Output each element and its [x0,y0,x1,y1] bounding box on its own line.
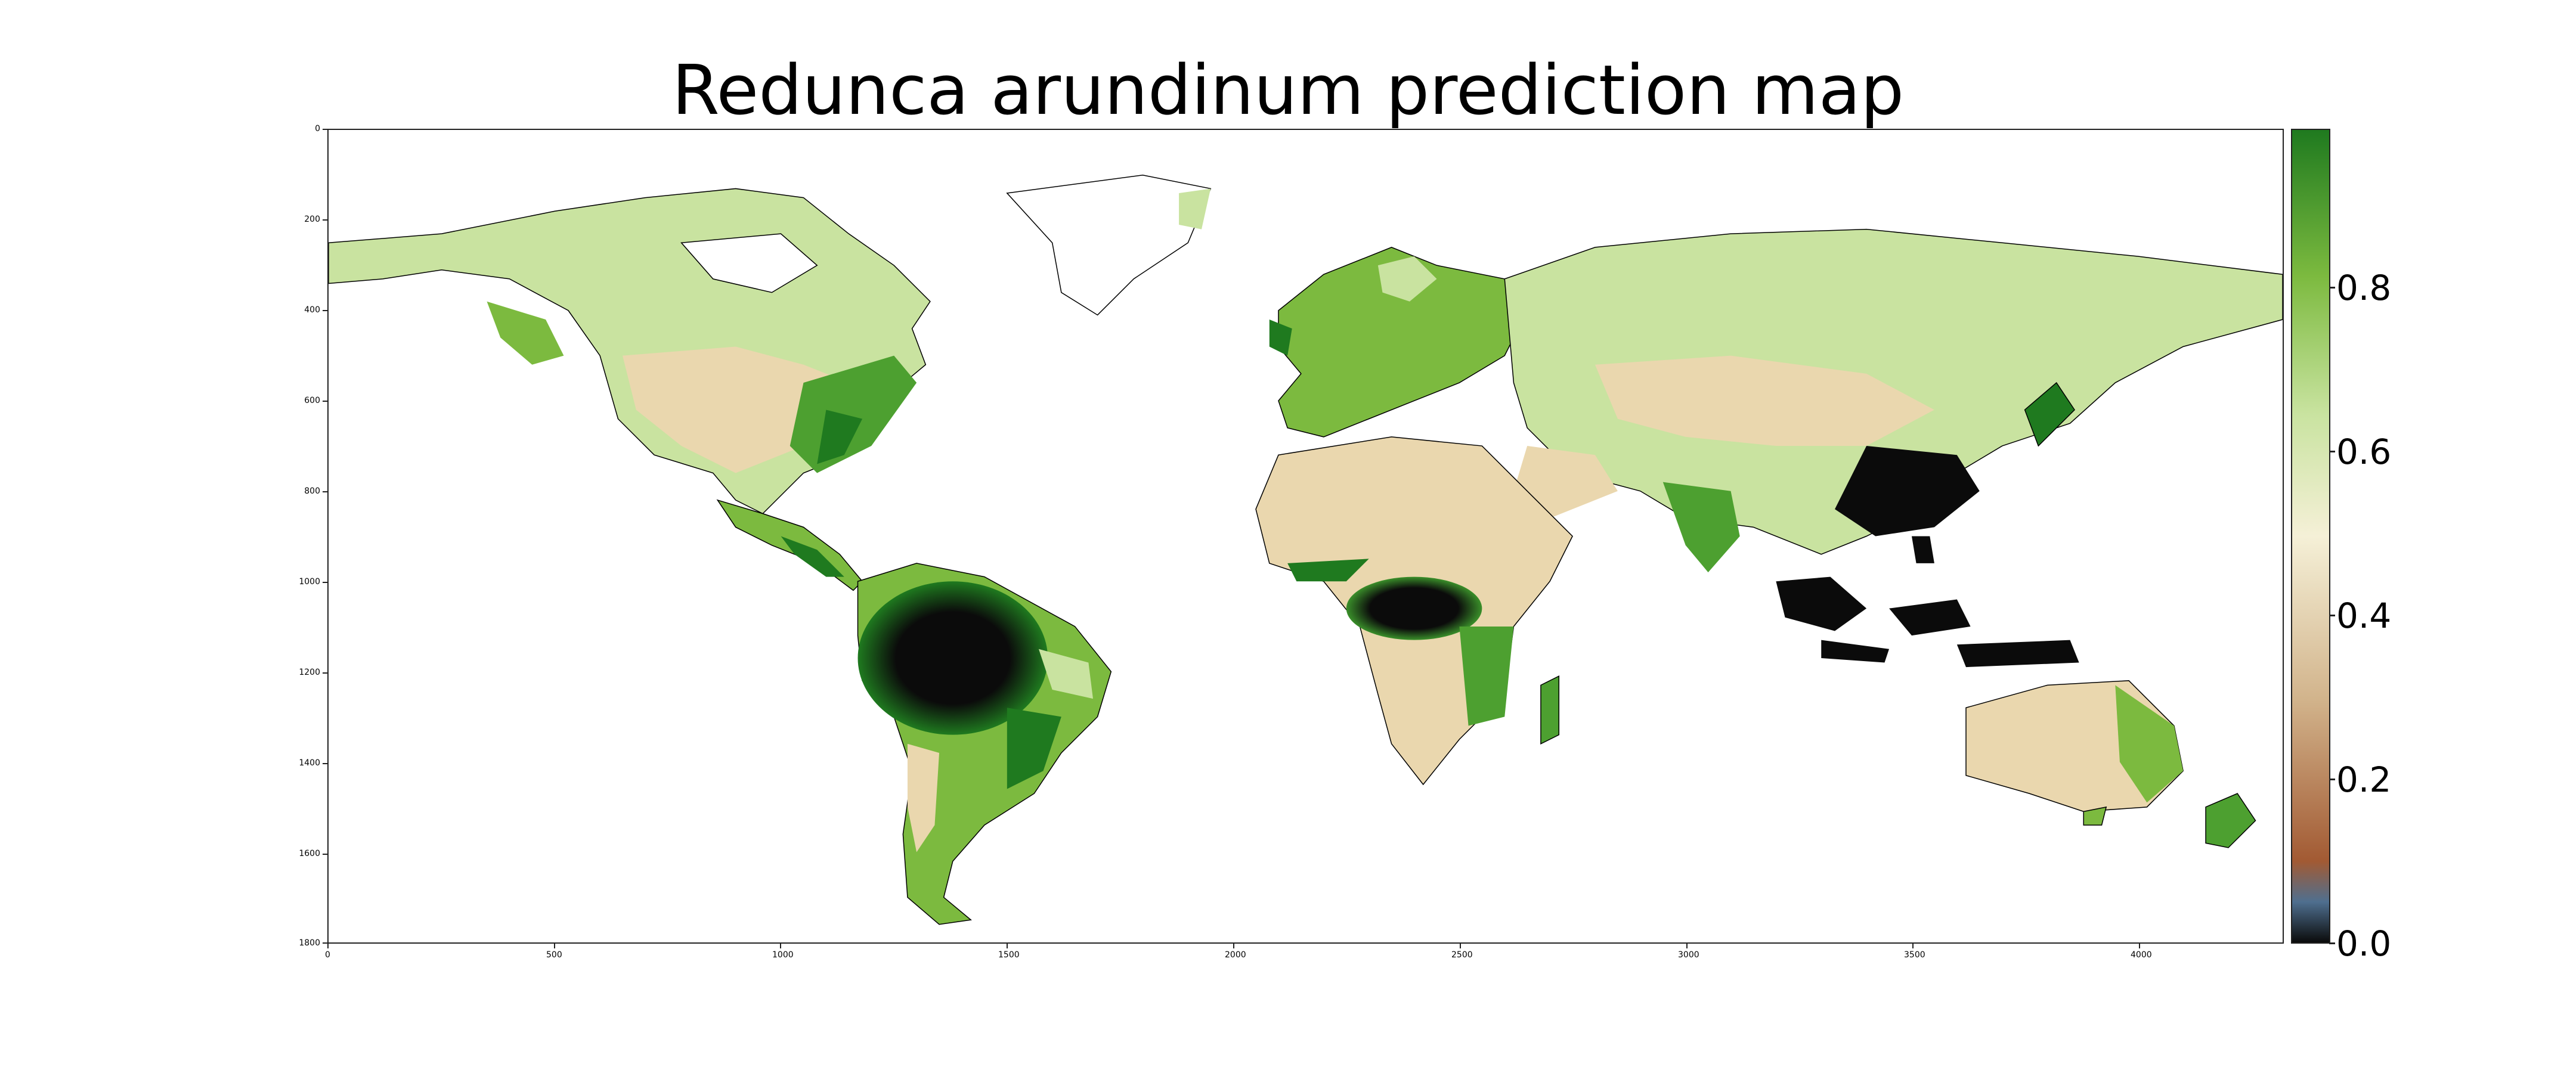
y-tick-label: 600 [304,396,320,405]
y-tick-label: 1800 [299,938,320,948]
greenland [1006,174,1212,316]
x-tick-label: 1000 [772,950,794,960]
y-tick-label: 1000 [299,577,320,587]
y-tick-mark [323,854,327,855]
prediction-map-canvas [329,174,2283,925]
y-tick-label: 0 [315,124,320,134]
x-tick-mark [1686,944,1688,948]
y-tick-mark [323,582,327,583]
y-tick-mark [323,310,327,311]
y-tick-mark [323,942,327,944]
x-tick-mark [1912,944,1914,948]
x-tick-mark [1007,944,1008,948]
australia [1965,680,2184,826]
colorbar-tick-mark [2329,942,2335,944]
y-tick-mark [323,219,327,221]
colorbar-tick-label: 0.2 [2336,759,2392,800]
central-america [716,499,863,591]
colorbar-tick-mark [2329,287,2335,289]
south-america [857,563,1112,925]
x-tick-label: 500 [546,950,562,960]
y-tick-label: 200 [304,215,320,224]
japan-new-zealand [2024,382,2256,848]
y-tick-mark [323,672,327,674]
x-tick-mark [1460,944,1461,948]
x-tick-label: 2500 [1451,950,1473,960]
x-tick-label: 1500 [998,950,1020,960]
africa [1255,436,1573,786]
y-tick-label: 800 [304,486,320,496]
colorbar-tick-label: 0.0 [2336,923,2392,964]
y-tick-label: 1600 [299,849,320,858]
y-tick-label: 400 [304,305,320,315]
asia [1504,228,2283,573]
north-america [329,188,931,514]
map-panel[interactable] [327,129,2284,944]
x-tick-label: 3000 [1678,950,1699,960]
x-tick-mark [2139,944,2140,948]
southeast-asia-islands [1776,536,2079,668]
y-tick-label: 1200 [299,668,320,677]
colorbar-tick-label: 0.4 [2336,596,2392,636]
x-tick-label: 4000 [2131,950,2152,960]
x-tick-label: 0 [325,950,330,960]
y-tick-mark [323,763,327,764]
y-tick-mark [323,129,327,130]
x-tick-label: 3500 [1904,950,1925,960]
x-tick-mark [780,944,781,948]
colorbar [2291,129,2330,944]
x-tick-mark [1233,944,1234,948]
colorbar-tick-mark [2329,451,2335,452]
y-tick-mark [323,401,327,402]
colorbar-tick-mark [2329,615,2335,616]
map-title: Redunca arundinum prediction map [671,51,1905,131]
europe [1269,247,1524,438]
x-tick-label: 2000 [1225,950,1246,960]
y-tick-mark [323,491,327,492]
colorbar-tick-label: 0.8 [2336,268,2392,308]
y-tick-label: 1400 [299,758,320,768]
x-tick-mark [327,944,329,948]
colorbar-tick-label: 0.6 [2336,432,2392,472]
colorbar-tick-mark [2329,779,2335,780]
x-tick-mark [554,944,555,948]
